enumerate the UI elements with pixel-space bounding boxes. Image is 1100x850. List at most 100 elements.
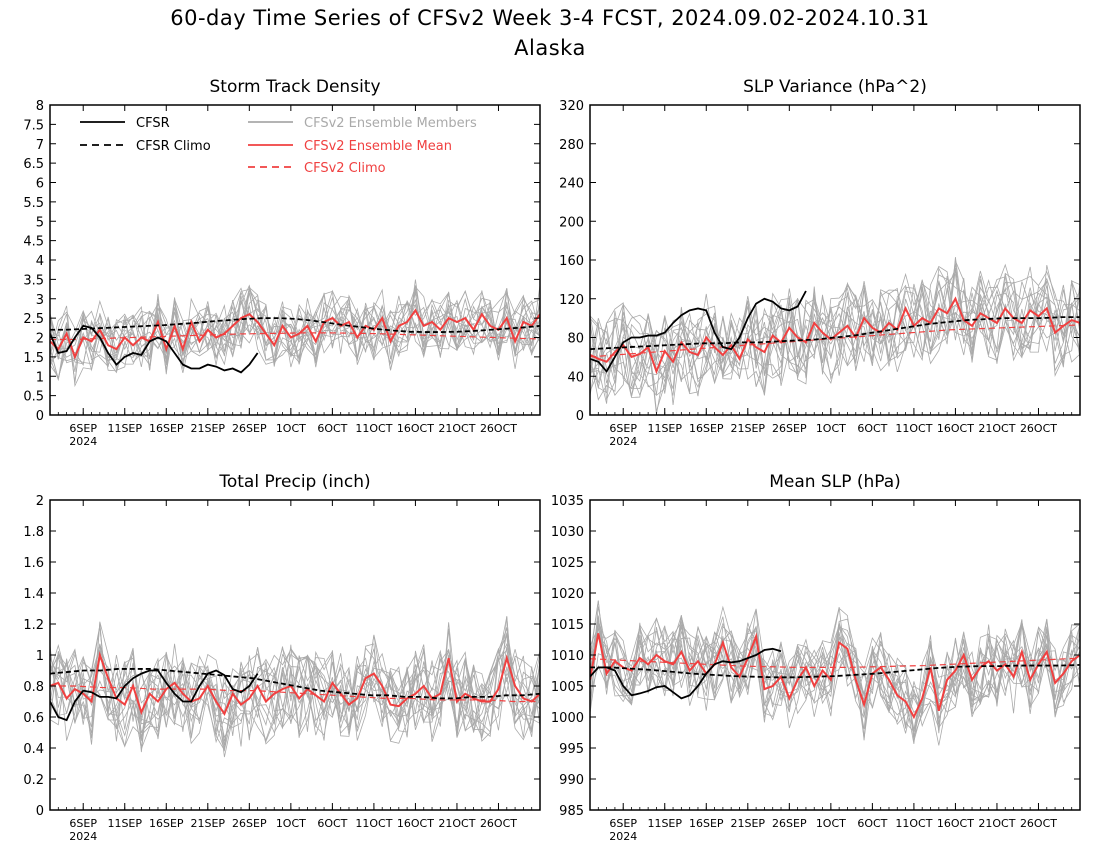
plot-area: [50, 616, 540, 758]
ensemble-member-line: [50, 292, 540, 380]
y-tick-label: 0: [36, 409, 44, 424]
ensemble-member-line: [50, 290, 540, 382]
y-tick-label: 2.5: [23, 312, 44, 327]
cfsr-climo-line: [50, 317, 540, 333]
ensemble-member-line: [50, 622, 540, 742]
y-tick-label: 5: [36, 215, 44, 230]
x-tick-label: 11OCT: [355, 422, 392, 435]
y-tick-label: 320: [559, 99, 584, 114]
ensemble-member-line: [50, 634, 540, 748]
y-tick-label: 1.2: [23, 618, 44, 633]
y-tick-label: 7.5: [23, 118, 44, 133]
cfsr-climo-line: [590, 664, 1080, 679]
ensemble-mean-line: [50, 308, 540, 360]
panel-title: Total Precip (inch): [218, 472, 370, 492]
ensemble-member-line: [50, 291, 540, 371]
x-tick-label: 6SEP: [69, 422, 97, 435]
ensemble-member-line: [590, 259, 1080, 397]
x-tick-label: 1OCT: [276, 817, 306, 830]
x-tick-label: 26OCT: [480, 817, 517, 830]
x-tick-label: 21SEP: [191, 422, 226, 435]
x-tick-label: 6SEP: [609, 422, 637, 435]
x-tick-label: 16SEP: [149, 422, 184, 435]
plot-area: [50, 279, 540, 388]
y-tick-label: 2: [36, 332, 44, 347]
panel-title: Mean SLP (hPa): [769, 472, 901, 492]
x-tick-label: 16SEP: [689, 422, 724, 435]
y-tick-label: 995: [559, 742, 584, 757]
x-year-label: 2024: [69, 830, 97, 843]
x-tick-label: 11OCT: [355, 817, 392, 830]
ensemble-member-line: [590, 265, 1080, 415]
legend-cfsr-climo-label: CFSR Climo: [136, 139, 211, 154]
x-tick-label: 21SEP: [731, 422, 766, 435]
x-tick-label: 6OCT: [857, 817, 887, 830]
y-tick-label: 0.4: [23, 742, 44, 757]
legend: CFSR CFSR Climo CFSv2 Ensemble Members CFSv…: [80, 116, 477, 176]
y-tick-label: 1.8: [23, 525, 44, 540]
y-tick-label: 6.5: [23, 157, 44, 172]
ensemble-member-line: [590, 276, 1080, 396]
x-tick-label: 26OCT: [1020, 817, 1057, 830]
x-tick-label: 21OCT: [438, 817, 475, 830]
plot-area: [590, 257, 1080, 415]
y-tick-label: 5.5: [23, 196, 44, 211]
y-tick-label: 4: [36, 254, 44, 269]
x-tick-label: 21OCT: [438, 422, 475, 435]
cfsv2-climo-line: [590, 324, 1080, 358]
y-tick-label: 0.2: [23, 773, 44, 788]
legend-cfsr-label: CFSR: [136, 116, 170, 131]
cfsr-line: [590, 290, 807, 373]
x-tick-label: 16OCT: [937, 817, 974, 830]
y-tick-label: 160: [559, 254, 584, 269]
ensemble-member-line: [50, 648, 540, 741]
y-tick-label: 1: [36, 370, 44, 385]
y-tick-label: 1035: [551, 494, 584, 509]
y-tick-label: 40: [567, 370, 584, 385]
y-tick-label: 120: [559, 293, 584, 308]
ensemble-member-line: [50, 288, 540, 374]
legend-cfsv2-climo-label: CFSv2 Climo: [304, 161, 386, 176]
ensemble-member-line: [50, 287, 540, 384]
panel-1: Storm Track Density 0 0.5 1 1.5 2 2.5 3 3.5 4 4.5 5…: [23, 77, 541, 448]
x-tick-label: 21SEP: [731, 817, 766, 830]
y-tick-label: 200: [559, 215, 584, 230]
y-tick-label: 7: [36, 138, 44, 153]
y-tick-label: 6: [36, 177, 44, 192]
y-tick-label: 1: [36, 649, 44, 664]
y-tick-label: 1000: [551, 711, 584, 726]
y-tick-label: 3: [36, 293, 44, 308]
x-tick-label: 26OCT: [480, 422, 517, 435]
ensemble-member-line: [50, 616, 540, 745]
cfsv2-climo-line: [50, 332, 540, 341]
y-tick-label: 1.6: [23, 556, 44, 571]
panel-3: Total Precip (inch) 0 0.2 0.4 0.6 0.8 1 1.2 1.4 1…: [23, 472, 541, 843]
y-tick-label: 1030: [551, 525, 584, 540]
x-tick-label: 6OCT: [317, 817, 347, 830]
x-tick-label: 11SEP: [647, 817, 682, 830]
ensemble-member-line: [590, 606, 1080, 729]
cfsr-climo-line: [50, 668, 540, 700]
ensemble-mean-line: [50, 651, 540, 717]
cfsv2-climo-line: [590, 657, 1080, 669]
y-tick-label: 4.5: [23, 235, 44, 250]
y-tick-label: 8: [36, 99, 44, 114]
y-tick-label: 2: [36, 494, 44, 509]
cfsr-line: [50, 669, 259, 722]
x-year-label: 2024: [69, 435, 97, 448]
y-tick-label: 3.5: [23, 273, 44, 288]
x-tick-label: 16OCT: [397, 422, 434, 435]
x-tick-label: 26SEP: [232, 422, 267, 435]
x-tick-label: 16OCT: [397, 817, 434, 830]
y-tick-label: 0: [36, 804, 44, 819]
x-tick-label: 21OCT: [978, 817, 1015, 830]
y-tick-label: 985: [559, 804, 584, 819]
cfsr-line: [590, 647, 782, 700]
y-tick-label: 1015: [551, 618, 584, 633]
ensemble-member-line: [590, 608, 1080, 720]
ensemble-mean-line: [590, 296, 1080, 375]
figure-subtitle: Alaska: [514, 36, 586, 60]
x-tick-label: 11OCT: [895, 817, 932, 830]
y-tick-label: 1025: [551, 556, 584, 571]
